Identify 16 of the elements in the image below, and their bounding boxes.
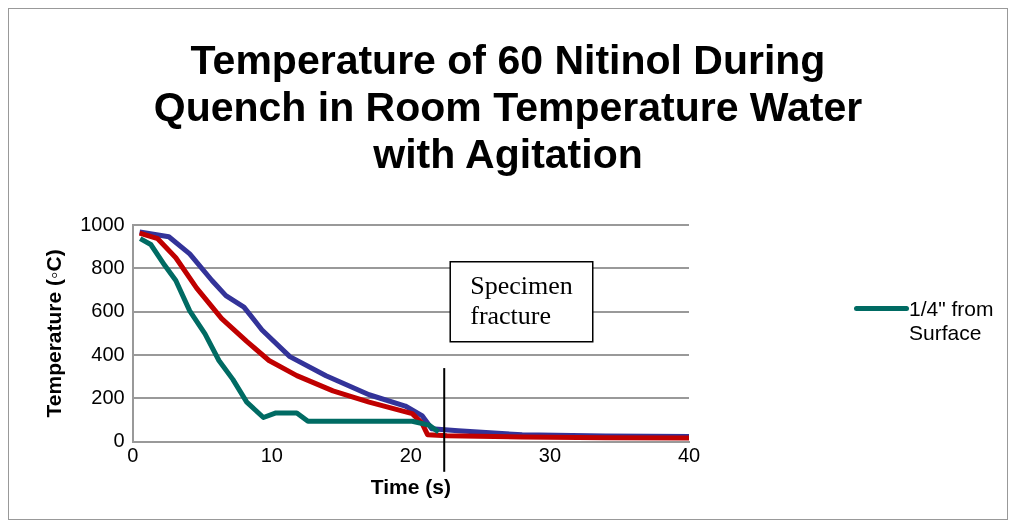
y-tick-label: 0 [113,429,125,452]
chart-title: Temperature of 60 Nitinol During Quench in Room Temperature Water with Agitation [152,37,864,179]
y-tick-label: 800 [91,255,125,278]
x-axis-title: Time (s) [370,475,451,499]
ref-line-label: Specimen fracture [470,270,573,330]
x-tick-label: 0 [127,444,139,467]
y-tick-label: 600 [91,299,125,322]
y-axis-title: Temperature (◦C) [42,249,66,418]
y-tick-label: 400 [91,342,125,365]
x-tick-label: 30 [538,444,562,467]
y-tick-label: 200 [91,385,125,408]
y-tick-label: 1000 [80,212,125,235]
x-tick-label: 40 [677,444,701,467]
x-tick-label: 20 [399,444,422,467]
x-tick-label: 10 [260,444,283,467]
legend-label: 1/4" from Surface [909,297,995,345]
